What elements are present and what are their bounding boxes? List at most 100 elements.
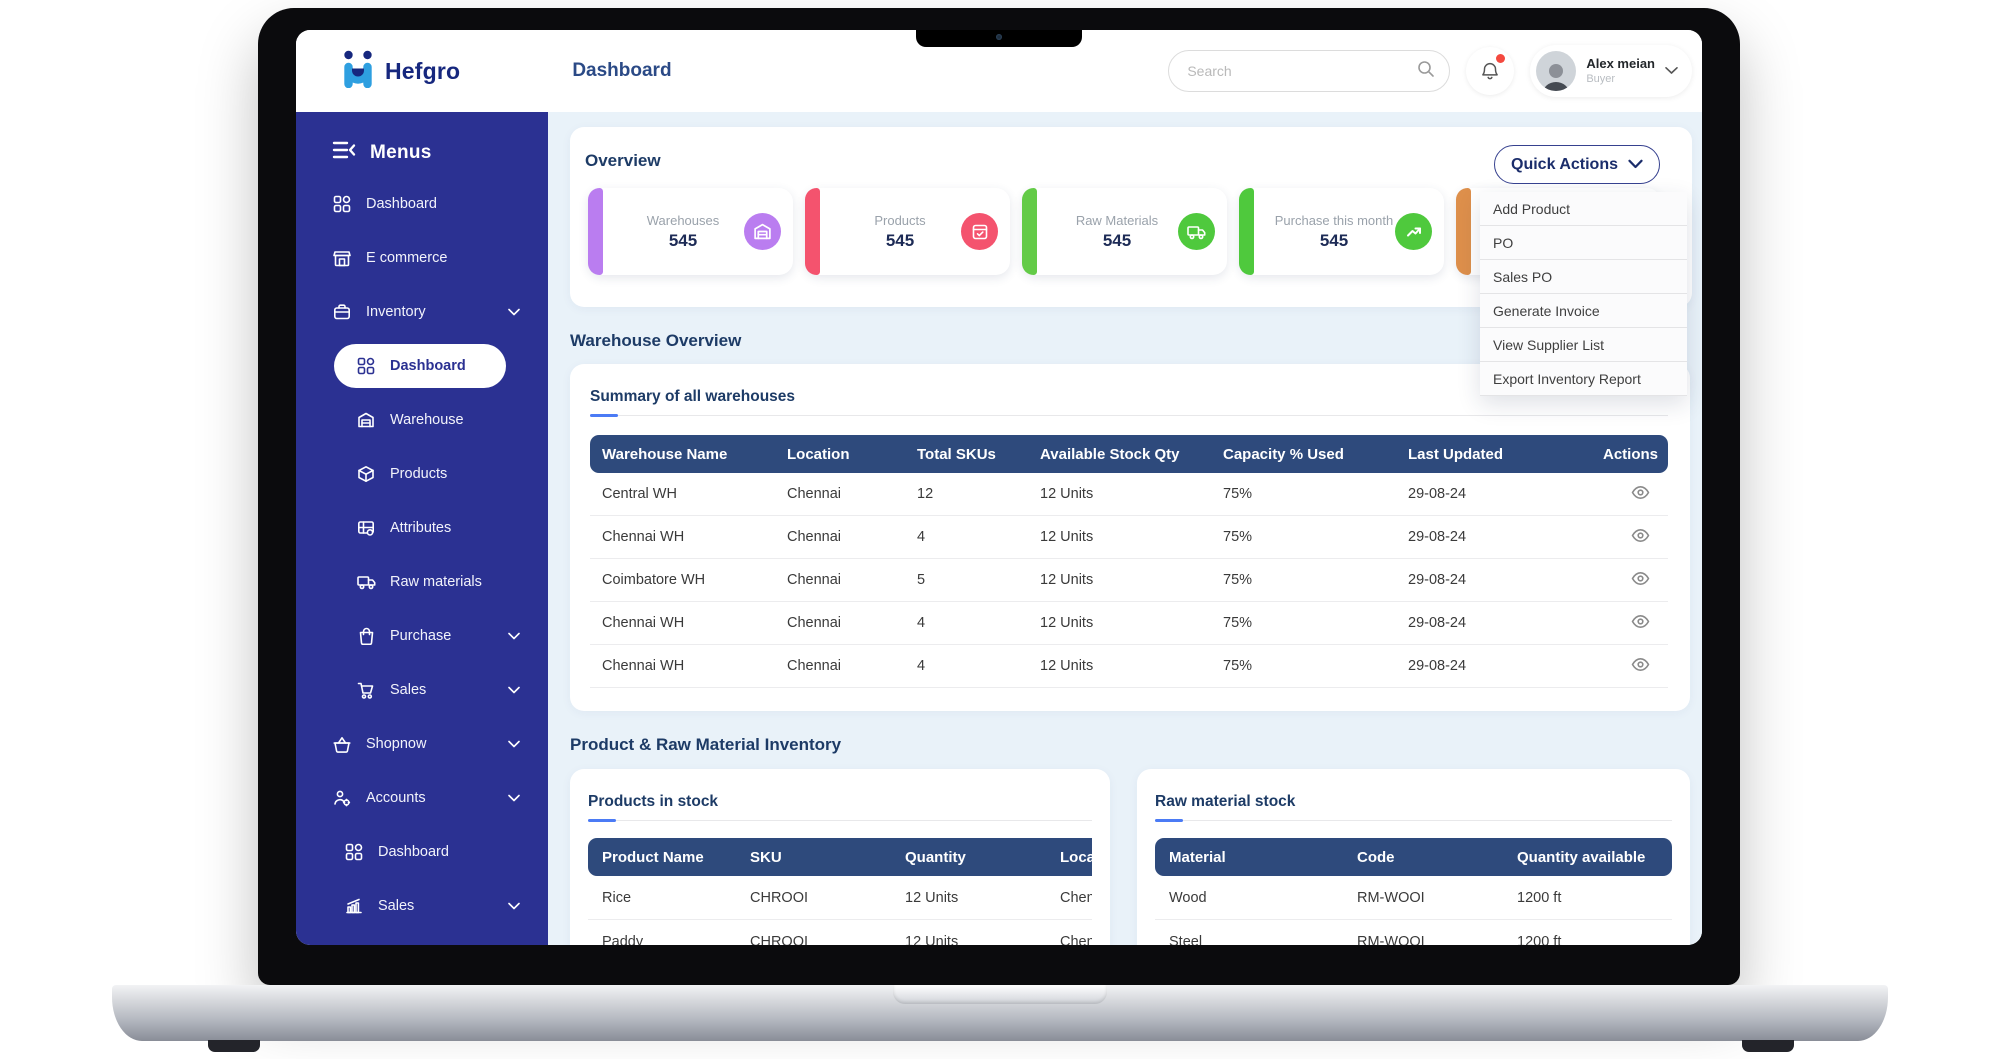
main-content: Overview Warehouses 545 bbox=[548, 112, 1702, 945]
menu-item-export-inventory-report[interactable]: Export Inventory Report bbox=[1480, 362, 1687, 396]
card-accent-bar bbox=[1239, 188, 1254, 275]
table-row: Chennai WH Chennai 4 12 Units 75% 29-08-… bbox=[590, 516, 1668, 559]
truck-icon bbox=[356, 572, 376, 592]
sidebar-item-products[interactable]: Products bbox=[296, 447, 548, 501]
sidebar-item-raw-materials[interactable]: Raw materials bbox=[296, 555, 548, 609]
cell: Chennai bbox=[787, 658, 842, 674]
laptop-base bbox=[112, 985, 1888, 1041]
sidebar-item-dashboard[interactable]: Dashboard bbox=[296, 177, 548, 231]
quick-actions-label: Quick Actions bbox=[1511, 155, 1618, 173]
sidebar-item-shopnow[interactable]: Shopnow bbox=[296, 717, 548, 771]
sidebar-item-warehouse[interactable]: Warehouse bbox=[296, 393, 548, 447]
cell: 75% bbox=[1223, 658, 1253, 674]
page-title: Dashboard bbox=[572, 60, 672, 81]
raw-card-title: Raw material stock bbox=[1155, 793, 1296, 810]
view-row-button[interactable] bbox=[1598, 528, 1668, 546]
view-row-button[interactable] bbox=[1598, 657, 1668, 675]
table-row: Chennai WH Chennai 4 12 Units 75% 29-08-… bbox=[590, 602, 1668, 645]
card-accent-bar bbox=[805, 188, 820, 275]
sidebar-item-label: Products bbox=[390, 466, 448, 482]
sidebar-item-sales[interactable]: Sales bbox=[296, 663, 548, 717]
sidebar-item-purchase[interactable]: Purchase bbox=[296, 609, 548, 663]
quick-actions-menu: Add Product PO Sales PO Generate Invoice… bbox=[1480, 192, 1687, 396]
cell: 1200 ft bbox=[1517, 889, 1562, 906]
heading-underline bbox=[588, 819, 1092, 822]
cell: Central WH bbox=[602, 486, 677, 502]
cell: Chennai WH bbox=[602, 615, 685, 631]
search-bar[interactable] bbox=[1168, 50, 1451, 92]
cell: 75% bbox=[1223, 572, 1253, 588]
warehouse-overview-title: Warehouse Overview bbox=[570, 331, 742, 350]
cell: Chennai bbox=[1060, 889, 1092, 906]
table-row: Paddy CHROOI 12 Units Chennai bbox=[588, 920, 1092, 946]
sidebar-item-label: Purchase bbox=[390, 628, 452, 644]
column-header: Code bbox=[1357, 848, 1395, 866]
column-header: Total SKUs bbox=[917, 445, 996, 463]
warehouse-icon bbox=[356, 410, 376, 430]
cell: 29-08-24 bbox=[1408, 486, 1467, 502]
laptop-foot bbox=[208, 1040, 260, 1052]
stat-card-warehouses: Warehouses 545 bbox=[588, 188, 793, 275]
brand-name: Hefgro bbox=[385, 57, 461, 84]
table-row: Chennai WH Chennai 4 12 Units 75% 29-08-… bbox=[590, 645, 1668, 688]
menu-item-sales-po[interactable]: Sales PO bbox=[1480, 260, 1687, 294]
cell: Chennai bbox=[787, 486, 842, 502]
sidebar-item-ecommerce[interactable]: E commerce bbox=[296, 231, 548, 285]
attributes-icon bbox=[356, 518, 376, 538]
sidebar-item-label: Dashboard bbox=[390, 358, 466, 374]
table-row: Rice CHROOI 12 Units Chennai bbox=[588, 876, 1092, 920]
grid-icon bbox=[332, 194, 352, 214]
cell: Chennai bbox=[787, 572, 842, 588]
chevron-down-icon bbox=[508, 902, 520, 910]
sidebar-item-accounts-sales[interactable]: Sales bbox=[296, 879, 548, 933]
sidebar-item-label: Dashboard bbox=[366, 196, 437, 212]
warehouse-table-header: Warehouse Name Location Total SKUs Avail… bbox=[590, 435, 1668, 473]
notification-dot bbox=[1496, 54, 1506, 63]
menu-item-po[interactable]: PO bbox=[1480, 226, 1687, 260]
sidebar-item-label: Dashboard bbox=[378, 844, 449, 860]
menu-item-generate-invoice[interactable]: Generate Invoice bbox=[1480, 294, 1687, 328]
heading-underline bbox=[1155, 819, 1672, 822]
card-accent-bar bbox=[588, 188, 603, 275]
card-accent-bar bbox=[1022, 188, 1037, 275]
warehouse-table: Warehouse Name Location Total SKUs Avail… bbox=[590, 435, 1668, 688]
stat-value: 545 bbox=[668, 230, 698, 250]
cell: 5 bbox=[917, 572, 926, 588]
cart-icon bbox=[356, 680, 376, 700]
notifications-button[interactable] bbox=[1466, 47, 1515, 95]
cell: 4 bbox=[917, 658, 926, 674]
column-header: SKU bbox=[750, 848, 782, 866]
cell: Steel bbox=[1169, 933, 1203, 946]
view-row-button[interactable] bbox=[1598, 571, 1668, 589]
sidebar-item-label: Attributes bbox=[390, 520, 452, 536]
raw-material-stock-card: Raw material stock Material Code Quantit… bbox=[1137, 769, 1690, 945]
sidebar-item-inventory-dashboard-active[interactable]: Dashboard bbox=[334, 344, 506, 388]
cell: 29-08-24 bbox=[1408, 658, 1467, 674]
search-input[interactable] bbox=[1187, 63, 1418, 79]
trend-up-icon bbox=[1395, 213, 1432, 250]
sidebar-title: Menus bbox=[370, 141, 432, 163]
warehouse-icon bbox=[744, 213, 781, 250]
table-row: Central WH Chennai 12 12 Units 75% 29-08… bbox=[590, 473, 1668, 516]
cell: 29-08-24 bbox=[1408, 529, 1467, 545]
sidebar-item-label: Sales bbox=[378, 898, 415, 914]
cell: Coimbatore WH bbox=[602, 572, 706, 588]
user-menu[interactable]: Alex meian Buyer bbox=[1530, 45, 1692, 97]
view-row-button[interactable] bbox=[1598, 485, 1668, 503]
sidebar-item-attributes[interactable]: Attributes bbox=[296, 501, 548, 555]
table-row: Wood RM-WOOI 1200 ft bbox=[1155, 876, 1672, 920]
sidebar-item-inventory[interactable]: Inventory bbox=[296, 285, 548, 339]
menu-item-add-product[interactable]: Add Product bbox=[1480, 192, 1687, 226]
inventory-section-title: Product & Raw Material Inventory bbox=[570, 735, 842, 754]
menu-item-view-supplier-list[interactable]: View Supplier List bbox=[1480, 328, 1687, 362]
sidebar-item-accounts[interactable]: Accounts bbox=[296, 771, 548, 825]
cell: 12 bbox=[917, 486, 934, 502]
collapse-menu-icon[interactable] bbox=[332, 140, 356, 165]
stat-card-raw-materials: Raw Materials 545 bbox=[1022, 188, 1227, 275]
sidebar-item-accounts-dashboard[interactable]: Dashboard bbox=[296, 825, 548, 879]
view-row-button[interactable] bbox=[1598, 614, 1668, 632]
column-header: Last Updated bbox=[1408, 445, 1504, 463]
quick-actions-button[interactable]: Quick Actions bbox=[1494, 145, 1660, 184]
cell: 1200 ft bbox=[1517, 933, 1562, 946]
product-box-icon bbox=[961, 213, 998, 250]
